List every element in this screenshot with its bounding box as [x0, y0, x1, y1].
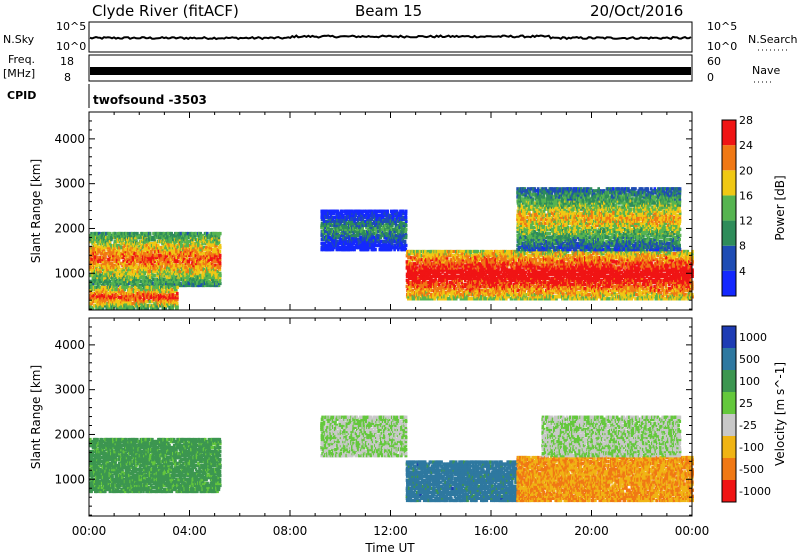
nsky-trace — [90, 36, 691, 40]
cpid-label: CPID — [7, 89, 36, 102]
y-axis-label: Slant Range [km] — [29, 159, 43, 263]
freq-label: Freq. — [8, 53, 35, 66]
nave-label: Nave — [752, 64, 780, 77]
echo-region — [89, 438, 222, 493]
colorbar-swatch — [722, 326, 736, 348]
colorbar-tick-label: 25 — [739, 397, 753, 410]
colorbar-tick-label: 12 — [739, 215, 753, 228]
nsearch-tick-top: 10^5 — [707, 20, 737, 33]
colorbar-swatch — [722, 120, 736, 145]
beam-label: Beam 15 — [355, 2, 422, 20]
x-tick-label: 00:00 — [72, 524, 107, 538]
cpid-value: twofsound -3503 — [93, 93, 207, 107]
velocity-panel: 1000 2000 3000 4000 Slant Range [km] — [29, 318, 694, 516]
y-tick-label: 2000 — [54, 427, 85, 441]
echo-region — [406, 460, 518, 502]
echo-region — [516, 187, 681, 251]
y-tick-label: 3000 — [54, 177, 85, 191]
plot-title: Clyde River (fitACF) — [92, 2, 239, 20]
date-label: 20/Oct/2016 — [590, 2, 683, 20]
echo-region — [89, 232, 222, 287]
colorbar-label: Velocity [m s^-1] — [773, 362, 787, 466]
y-axis-label: Slant Range [km] — [29, 365, 43, 469]
x-tick-label: 20:00 — [574, 524, 609, 538]
colorbar-swatch — [722, 195, 736, 220]
y-tick-label: 1000 — [54, 472, 85, 486]
colorbar-swatch — [722, 392, 736, 414]
echo-region — [89, 286, 179, 310]
colorbar-tick-label: 20 — [739, 164, 753, 177]
colorbar-swatch — [722, 246, 736, 271]
colorbar-tick-label: -500 — [739, 463, 764, 476]
nave-tick-top: 60 — [707, 55, 721, 68]
colorbar-tick-label: 8 — [739, 240, 746, 253]
colorbar-label: Power [dB] — [773, 175, 787, 240]
radar-summary-plot: Clyde River (fitACF) Beam 15 20/Oct/2016… — [0, 0, 800, 554]
x-tick-label: 04:00 — [172, 524, 207, 538]
nsky-tick-bottom: 10^0 — [56, 40, 86, 53]
nsearch-tick-bottom: 10^0 — [707, 40, 737, 53]
colorbar-swatch — [722, 145, 736, 170]
x-tick-label: 12:00 — [373, 524, 408, 538]
velocity-colorbar: 1000 500 100 25 -25 -100 -500 -1000 Velocity [m … — [722, 326, 787, 502]
echo-region — [541, 416, 681, 458]
power-panel: 1000 2000 3000 4000 Slant Range [km] — [29, 112, 694, 310]
freq-unit: [MHz] — [3, 67, 35, 80]
colorbar-swatch — [722, 480, 736, 502]
time-axis: 00:00 04:00 08:00 12:00 16:00 20:00 00:00 — [72, 524, 710, 538]
colorbar-tick-label: -25 — [739, 419, 757, 432]
y-tick-label: 1000 — [54, 266, 85, 280]
nsky-tick-top: 10^5 — [56, 20, 86, 33]
y-tick-label: 4000 — [54, 338, 85, 352]
colorbar-tick-label: 16 — [739, 189, 753, 202]
x-tick-label: 00:00 — [675, 524, 710, 538]
power-colorbar: 4 8 12 16 20 24 28 Power [dB] — [722, 114, 787, 296]
y-tick-label: 2000 — [54, 221, 85, 235]
x-tick-label: 16:00 — [474, 524, 509, 538]
freq-tick-bottom: 8 — [64, 71, 71, 84]
colorbar-swatch — [722, 271, 736, 296]
colorbar-swatch — [722, 414, 736, 436]
colorbar-tick-label: 24 — [739, 139, 753, 152]
colorbar-tick-label: -1000 — [739, 485, 771, 498]
colorbar-tick-label: 1000 — [739, 331, 767, 344]
colorbar-swatch — [722, 370, 736, 392]
echo-region — [516, 456, 694, 502]
colorbar-tick-label: 100 — [739, 375, 760, 388]
colorbar-tick-label: -100 — [739, 441, 764, 454]
nsky-label: N.Sky — [3, 33, 35, 46]
freq-tick-top: 18 — [60, 55, 74, 68]
y-tick-label: 4000 — [54, 132, 85, 146]
y-tick-label: 3000 — [54, 383, 85, 397]
colorbar-swatch — [722, 348, 736, 370]
echo-region — [320, 416, 407, 458]
colorbar-swatch — [722, 170, 736, 195]
echo-region — [320, 210, 407, 252]
colorbar-tick-label: 4 — [739, 265, 746, 278]
echo-region — [406, 250, 694, 301]
x-tick-label: 08:00 — [273, 524, 308, 538]
colorbar-swatch — [722, 458, 736, 480]
colorbar-tick-label: 28 — [739, 114, 753, 127]
colorbar-tick-label: 500 — [739, 353, 760, 366]
x-axis-label: Time UT — [364, 541, 415, 554]
colorbar-swatch — [722, 436, 736, 458]
nave-tick-bottom: 0 — [707, 71, 714, 84]
colorbar-swatch — [722, 221, 736, 246]
nsearch-label: N.Search — [748, 33, 798, 46]
freq-band — [90, 67, 691, 75]
